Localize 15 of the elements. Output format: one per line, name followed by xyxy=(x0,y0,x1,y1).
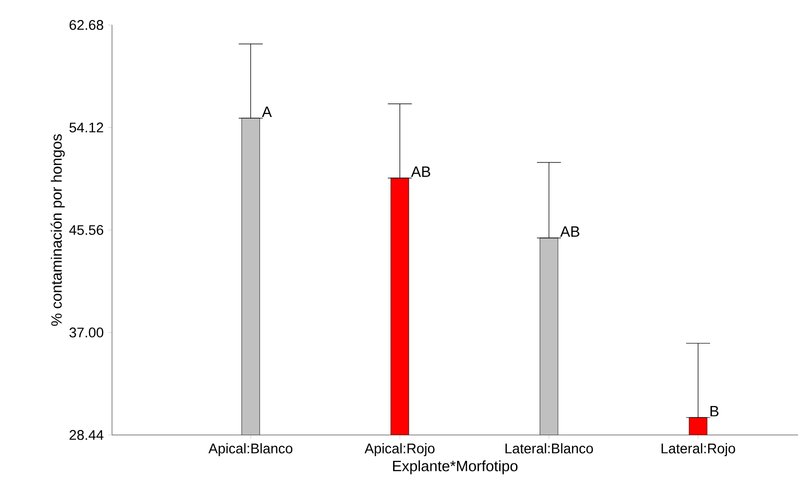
annotation: AB xyxy=(411,166,430,177)
y-axis-title: % contaminación por hongos xyxy=(50,134,65,326)
x-tick-label: Lateral:Blanco xyxy=(506,443,593,454)
y-tick-label: 62.68 xyxy=(70,20,104,30)
annotation: B xyxy=(710,406,718,416)
x-tick-label: Lateral:Rojo xyxy=(662,443,736,456)
y-tick-label: 45.56 xyxy=(69,225,104,235)
y-tick-label: 54.12 xyxy=(69,122,104,132)
y-tick-label: 37.00 xyxy=(69,328,104,338)
x-tick-label: Apical:Rojo xyxy=(364,443,435,456)
x-tick-label: Apical:Blanco xyxy=(208,443,292,456)
annotation: A xyxy=(262,106,272,117)
annotation: AB xyxy=(560,226,580,237)
y-tick-label: 28.44 xyxy=(70,430,104,440)
x-axis-title: Explante*Morfotipo xyxy=(393,460,518,474)
